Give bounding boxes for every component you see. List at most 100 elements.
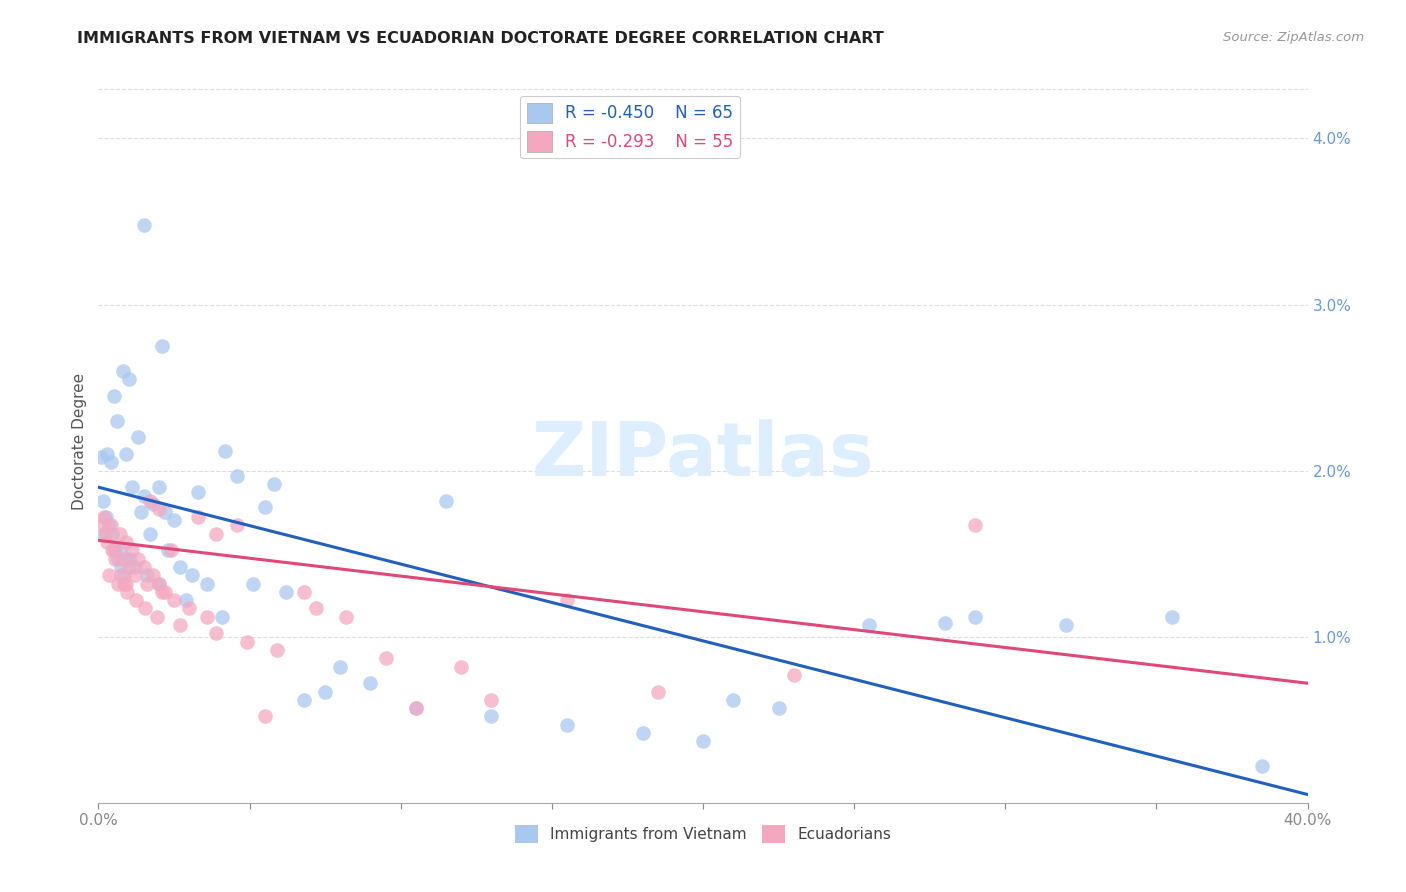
- Point: [98, 568, 121, 582]
- Point: [101, 543, 124, 558]
- Point: [163, 593, 186, 607]
- Point: [181, 568, 204, 582]
- Point: [242, 576, 264, 591]
- Point: [858, 618, 880, 632]
- Point: [107, 576, 129, 591]
- Point: [405, 701, 427, 715]
- Point: [118, 560, 141, 574]
- Point: [723, 693, 745, 707]
- Point: [118, 372, 141, 386]
- Point: [360, 676, 382, 690]
- Point: [103, 543, 125, 558]
- Point: [112, 576, 135, 591]
- Point: [124, 560, 146, 574]
- Point: [93, 526, 115, 541]
- Point: [481, 709, 503, 723]
- Point: [253, 709, 276, 723]
- Point: [1054, 618, 1077, 632]
- Point: [934, 616, 956, 631]
- Point: [118, 551, 141, 566]
- Point: [98, 518, 121, 533]
- Point: [104, 551, 127, 566]
- Point: [335, 609, 357, 624]
- Point: [195, 609, 218, 624]
- Point: [121, 480, 143, 494]
- Point: [132, 560, 155, 574]
- Point: [148, 501, 170, 516]
- Text: Source: ZipAtlas.com: Source: ZipAtlas.com: [1223, 31, 1364, 45]
- Point: [169, 560, 191, 574]
- Point: [253, 500, 276, 515]
- Point: [187, 510, 209, 524]
- Point: [783, 668, 806, 682]
- Point: [211, 609, 233, 624]
- Point: [692, 734, 714, 748]
- Point: [115, 585, 138, 599]
- Point: [205, 526, 228, 541]
- Point: [305, 601, 328, 615]
- Point: [179, 601, 201, 615]
- Point: [108, 543, 131, 558]
- Point: [125, 593, 148, 607]
- Point: [266, 643, 288, 657]
- Point: [115, 551, 138, 566]
- Point: [768, 701, 790, 715]
- Point: [374, 651, 396, 665]
- Point: [91, 493, 114, 508]
- Point: [114, 535, 136, 549]
- Point: [139, 493, 162, 508]
- Point: [153, 505, 176, 519]
- Point: [105, 414, 128, 428]
- Point: [226, 518, 249, 533]
- Point: [434, 493, 457, 508]
- Point: [329, 659, 352, 673]
- Point: [100, 518, 122, 533]
- Point: [169, 618, 191, 632]
- Point: [150, 585, 173, 599]
- Point: [94, 526, 117, 541]
- Point: [124, 568, 146, 582]
- Point: [405, 701, 427, 715]
- Point: [121, 543, 143, 558]
- Point: [114, 447, 136, 461]
- Point: [111, 551, 134, 566]
- Point: [148, 576, 170, 591]
- Point: [96, 447, 118, 461]
- Point: [314, 684, 336, 698]
- Point: [292, 693, 315, 707]
- Text: ZIPatlas: ZIPatlas: [531, 419, 875, 492]
- Point: [127, 551, 149, 566]
- Point: [103, 389, 125, 403]
- Point: [146, 609, 169, 624]
- Point: [163, 513, 186, 527]
- Point: [142, 497, 165, 511]
- Point: [114, 576, 136, 591]
- Point: [160, 543, 183, 558]
- Point: [93, 510, 115, 524]
- Point: [235, 634, 257, 648]
- Point: [148, 576, 170, 591]
- Point: [132, 489, 155, 503]
- Point: [132, 218, 155, 232]
- Point: [108, 526, 131, 541]
- Point: [127, 430, 149, 444]
- Point: [139, 526, 162, 541]
- Point: [135, 568, 157, 582]
- Point: [292, 585, 315, 599]
- Point: [555, 593, 578, 607]
- Point: [135, 576, 157, 591]
- Point: [1251, 759, 1274, 773]
- Point: [94, 510, 117, 524]
- Point: [195, 576, 218, 591]
- Point: [1160, 609, 1182, 624]
- Point: [100, 455, 122, 469]
- Point: [142, 568, 165, 582]
- Point: [129, 505, 152, 519]
- Point: [965, 609, 987, 624]
- Text: IMMIGRANTS FROM VIETNAM VS ECUADORIAN DOCTORATE DEGREE CORRELATION CHART: IMMIGRANTS FROM VIETNAM VS ECUADORIAN DO…: [77, 31, 884, 46]
- Point: [263, 476, 285, 491]
- Y-axis label: Doctorate Degree: Doctorate Degree: [72, 373, 87, 510]
- Point: [174, 593, 197, 607]
- Point: [156, 543, 179, 558]
- Point: [101, 526, 124, 541]
